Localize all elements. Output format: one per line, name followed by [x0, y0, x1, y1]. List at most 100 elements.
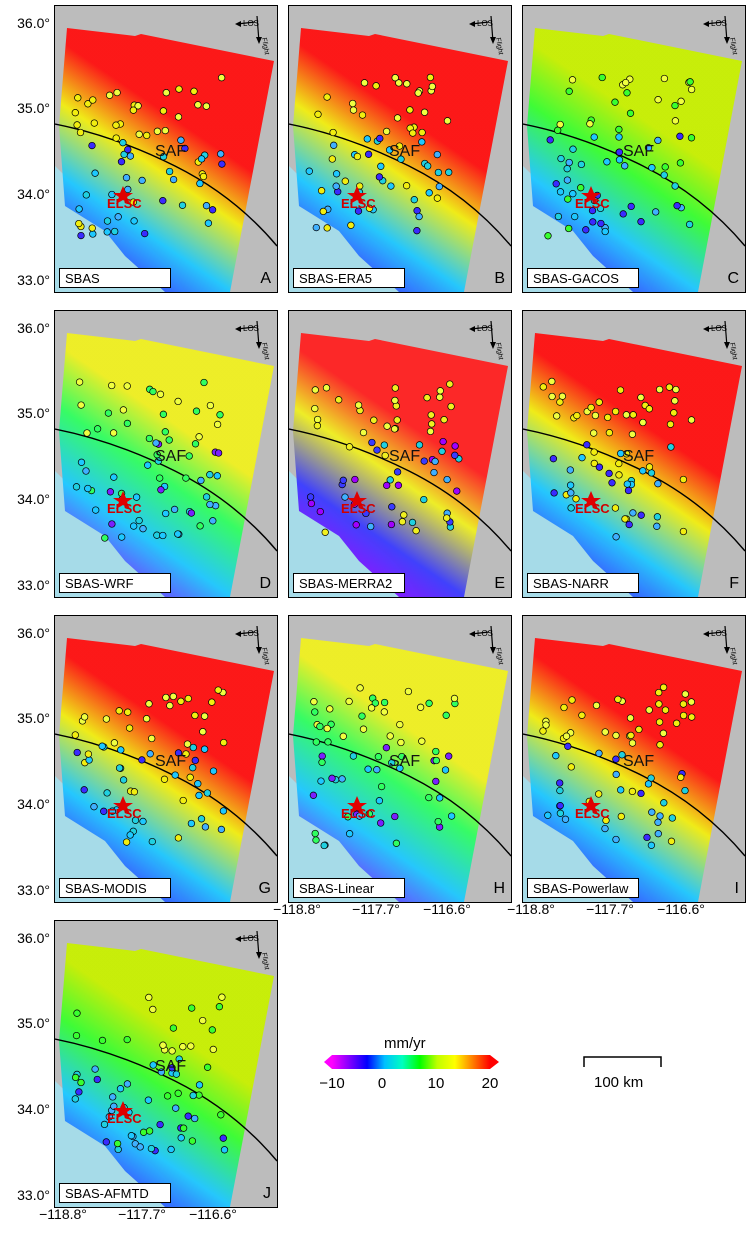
latitude-tick: 36.0° [17, 625, 50, 641]
gps-station-marker [544, 811, 552, 819]
gps-station-marker [382, 744, 391, 752]
gps-station-marker [201, 823, 210, 831]
gps-station-marker [639, 467, 647, 475]
gps-station-marker [542, 721, 550, 729]
gps-station-marker [681, 690, 689, 698]
station-label: ELSC [575, 806, 610, 821]
gps-station-marker [179, 1124, 188, 1132]
gps-station-marker [154, 457, 163, 465]
gps-station-marker [102, 715, 111, 723]
gps-station-marker [130, 788, 139, 796]
gps-station-marker [415, 441, 424, 449]
gps-station-marker [129, 106, 138, 114]
svg-text:Flight: Flight [728, 342, 738, 360]
gps-station-marker [208, 698, 216, 706]
gps-station-marker [117, 746, 125, 754]
latitude-tick: 33.0° [17, 1187, 50, 1203]
gps-station-marker [209, 1045, 217, 1054]
gps-station-marker [688, 713, 696, 721]
velocity-map: SAF ELSC LOS Flight [523, 6, 745, 292]
gps-station-marker [143, 131, 151, 140]
gps-station-marker [652, 208, 660, 216]
gps-station-marker [687, 698, 696, 706]
gps-station-marker [406, 106, 414, 114]
elsc-marker [113, 1101, 133, 1119]
velocity-map: SAF ELSC LOS Flight [523, 616, 745, 902]
gps-station-marker [353, 152, 362, 161]
gps-station-marker [587, 403, 595, 412]
gps-station-marker [317, 777, 325, 785]
gps-station-marker [89, 96, 97, 104]
gps-station-marker [341, 177, 349, 185]
gps-station-marker [601, 728, 609, 736]
gps-station-marker [338, 775, 346, 783]
gps-station-marker [182, 474, 190, 482]
fault-label: SAF [155, 448, 186, 465]
gps-station-marker [589, 218, 597, 226]
gps-station-marker [172, 1104, 180, 1112]
gps-station-marker [177, 1134, 185, 1142]
map-panel: SAF ELSC LOS Flight SBAS-ERA5 B [288, 5, 512, 293]
gps-station-marker [329, 128, 337, 137]
gps-station-marker [659, 729, 668, 737]
gps-station-marker [80, 713, 89, 721]
fault-label: SAF [623, 448, 654, 465]
gps-station-marker [196, 522, 204, 530]
gps-station-marker [71, 109, 79, 117]
svg-text:Flight: Flight [260, 342, 270, 360]
gps-station-marker [100, 1120, 109, 1129]
fault-label: SAF [623, 143, 654, 160]
gps-station-marker [552, 752, 560, 760]
longitude-tick: −116.6° [657, 901, 705, 917]
gps-station-marker [410, 196, 418, 204]
insar-footprint [59, 333, 274, 597]
gps-station-marker [368, 438, 376, 447]
gps-station-marker [191, 756, 199, 765]
gps-station-marker [197, 815, 206, 823]
gps-station-marker [660, 171, 668, 179]
gps-station-marker [451, 442, 459, 450]
svg-text:LOS: LOS [711, 19, 727, 28]
gps-station-marker [440, 416, 448, 424]
gps-station-marker [561, 815, 570, 823]
gps-station-marker [165, 167, 174, 176]
gps-station-marker [314, 110, 322, 118]
gps-station-marker [655, 700, 663, 708]
station-label: ELSC [107, 1111, 142, 1126]
gps-station-marker [431, 457, 439, 466]
gps-station-marker [672, 385, 680, 394]
gps-station-marker [676, 159, 685, 167]
gps-station-marker [621, 162, 629, 170]
gps-station-marker [539, 727, 547, 735]
gps-station-marker [93, 425, 102, 433]
gps-station-marker [90, 803, 98, 811]
gps-station-marker [362, 509, 370, 518]
latitude-tick: 34.0° [17, 186, 50, 202]
fault-label: SAF [389, 143, 420, 160]
gps-station-marker [654, 96, 662, 104]
gps-station-marker [351, 475, 359, 484]
gps-station-marker [596, 204, 605, 213]
gps-station-marker [321, 528, 329, 536]
gps-station-marker [676, 132, 684, 140]
san-andreas-fault [523, 733, 745, 857]
gps-station-marker [556, 809, 565, 817]
gps-station-marker [426, 73, 435, 82]
map-panel: SAF ELSC LOS Flight SBAS-MODIS G [54, 615, 278, 903]
gps-station-marker [383, 481, 391, 490]
latitude-tick: 35.0° [17, 710, 50, 726]
latitude-tick: 35.0° [17, 100, 50, 116]
gps-station-marker [332, 182, 340, 190]
gps-station-marker [447, 402, 455, 411]
panel-letter: C [727, 270, 739, 287]
gps-station-marker [563, 176, 572, 184]
los-arrow-icon: LOS Flight [235, 625, 270, 665]
gps-station-marker [168, 1047, 176, 1055]
gps-station-marker [217, 1111, 225, 1119]
gps-station-marker [84, 750, 93, 758]
gps-station-marker [349, 752, 358, 760]
gps-station-marker [159, 153, 168, 161]
gps-station-marker [571, 212, 579, 221]
gps-station-marker [577, 160, 586, 169]
gps-station-marker [174, 397, 182, 406]
